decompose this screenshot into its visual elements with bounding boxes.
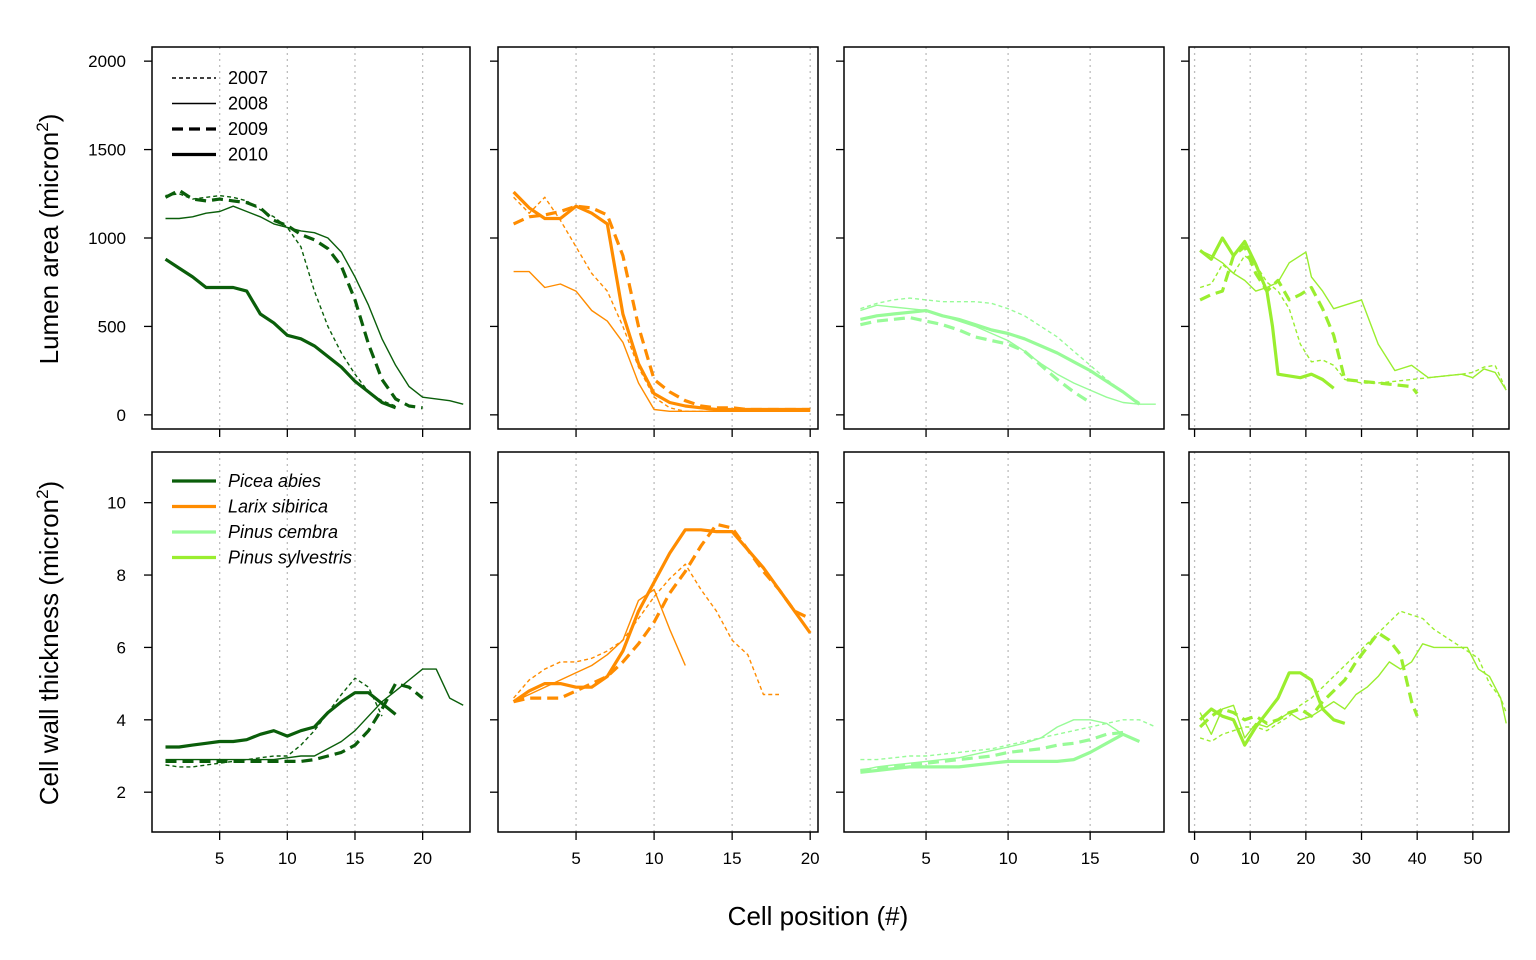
legend-years: 2007 2008 2009 2010 bbox=[172, 68, 268, 165]
y-tick-label: 0 bbox=[117, 406, 126, 425]
panel-lumen-4 bbox=[1181, 46, 1510, 437]
x-tick-label: 15 bbox=[1081, 849, 1100, 868]
panel-frame bbox=[497, 46, 819, 430]
series-line-2009 bbox=[512, 204, 811, 412]
y-tick-label: 10 bbox=[107, 494, 126, 513]
series-line-2008 bbox=[1199, 643, 1507, 739]
legend-label-2009: 2009 bbox=[228, 119, 268, 139]
y-tick-label: 2 bbox=[117, 783, 126, 802]
series-line-2008 bbox=[165, 205, 464, 405]
y-tick-label: 1500 bbox=[88, 141, 126, 160]
series-line-2010 bbox=[512, 190, 811, 412]
legend-label-2010: 2010 bbox=[228, 145, 268, 165]
y-tick-label: 1000 bbox=[88, 229, 126, 248]
series-line-2009 bbox=[1198, 631, 1419, 729]
panel-wall-3: 5 10 15 bbox=[836, 451, 1165, 868]
panel-frame bbox=[151, 46, 471, 430]
x-axis-title: Cell position (#) bbox=[728, 901, 909, 931]
series-line-2010 bbox=[1198, 671, 1346, 747]
series-line-2009 bbox=[860, 730, 1124, 773]
legend-species-label: Pinus cembra bbox=[228, 522, 338, 542]
series-line-2009 bbox=[513, 522, 811, 704]
x-tick-label: 40 bbox=[1408, 849, 1427, 868]
panel-frame bbox=[151, 451, 471, 833]
y-tick-label: 500 bbox=[98, 317, 126, 336]
x-tick-label: 5 bbox=[571, 849, 580, 868]
x-tick-label: 5 bbox=[921, 849, 930, 868]
series-line-2007 bbox=[165, 677, 383, 768]
x-tick-label: 20 bbox=[801, 849, 820, 868]
panel-lumen-3 bbox=[836, 46, 1165, 437]
x-tick-label: 10 bbox=[1241, 849, 1260, 868]
legend-label-2008: 2008 bbox=[228, 94, 268, 114]
panel-wall-4: 0 10 20 30 40 50 bbox=[1181, 451, 1510, 868]
panel-wall-2: 5 10 15 20 bbox=[490, 451, 820, 868]
series-line-2007 bbox=[1199, 254, 1507, 391]
panel-frame bbox=[497, 451, 819, 833]
legend-species-label: Picea abies bbox=[228, 471, 321, 491]
series-line-2008 bbox=[860, 304, 1156, 405]
y-tick-label: 4 bbox=[117, 711, 126, 730]
x-tick-label: 20 bbox=[1296, 849, 1315, 868]
series-line-2009 bbox=[165, 681, 424, 764]
series-line-2008 bbox=[860, 719, 1140, 772]
x-tick-label: 30 bbox=[1352, 849, 1371, 868]
y-axis-title-bottom-superscript: 2 bbox=[33, 489, 52, 498]
x-tick-label: 10 bbox=[645, 849, 664, 868]
legend-species-label: Larix sibirica bbox=[228, 497, 328, 517]
series-line-2010 bbox=[164, 257, 397, 410]
x-tick-label: 10 bbox=[278, 849, 297, 868]
series-line-2009 bbox=[860, 316, 1092, 404]
panel-frame bbox=[843, 46, 1165, 430]
series-line-2007 bbox=[513, 563, 779, 699]
panel-frame bbox=[1188, 46, 1510, 430]
y-axis-title-top-superscript: 2 bbox=[33, 122, 52, 131]
y-tick-label: 6 bbox=[117, 638, 126, 657]
series-line-2007 bbox=[1199, 610, 1507, 743]
x-tick-label: 5 bbox=[215, 849, 224, 868]
legend-label-2007: 2007 bbox=[228, 68, 268, 88]
series-line-2010 bbox=[860, 308, 1141, 406]
series-line-2008 bbox=[1199, 249, 1507, 391]
series-line-2010 bbox=[165, 691, 397, 749]
y-axis-title-top: Lumen area (micron2) bbox=[33, 114, 64, 365]
series-line-2008 bbox=[165, 668, 464, 761]
series-line-2009 bbox=[164, 188, 423, 410]
series-line-2007 bbox=[860, 719, 1157, 761]
panel-frame bbox=[843, 451, 1165, 833]
x-tick-label: 20 bbox=[413, 849, 432, 868]
series-line-2008 bbox=[513, 270, 811, 412]
series-line-2008 bbox=[513, 588, 686, 703]
x-tick-label: 15 bbox=[723, 849, 742, 868]
x-tick-label: 50 bbox=[1463, 849, 1482, 868]
y-axis-title-bottom: Cell wall thickness (micron2) bbox=[33, 481, 64, 805]
x-tick-label: 10 bbox=[999, 849, 1018, 868]
panel-lumen-1: 0 500 1000 1500 2000 bbox=[88, 46, 471, 437]
y-tick-label: 2000 bbox=[88, 52, 126, 71]
series-line-2007 bbox=[860, 297, 1140, 404]
series-line-2010 bbox=[512, 528, 812, 704]
panel-lumen-2 bbox=[490, 46, 819, 437]
panel-frame bbox=[1188, 451, 1510, 833]
series-line-2009 bbox=[1199, 245, 1419, 395]
series-line-2010 bbox=[860, 732, 1141, 774]
panel-wall-1: 2 4 6 8 10 5 10 15 20 bbox=[107, 451, 471, 868]
legend-species-label: Pinus sylvestris bbox=[228, 548, 352, 568]
x-tick-label: 15 bbox=[346, 849, 365, 868]
series-line-2010 bbox=[1199, 236, 1335, 390]
series-line-2007 bbox=[513, 196, 811, 412]
legend-species: Picea abies Larix sibirica Pinus cembra Pin… bbox=[172, 471, 352, 568]
x-tick-label: 0 bbox=[1190, 849, 1199, 868]
y-tick-label: 8 bbox=[117, 566, 126, 585]
